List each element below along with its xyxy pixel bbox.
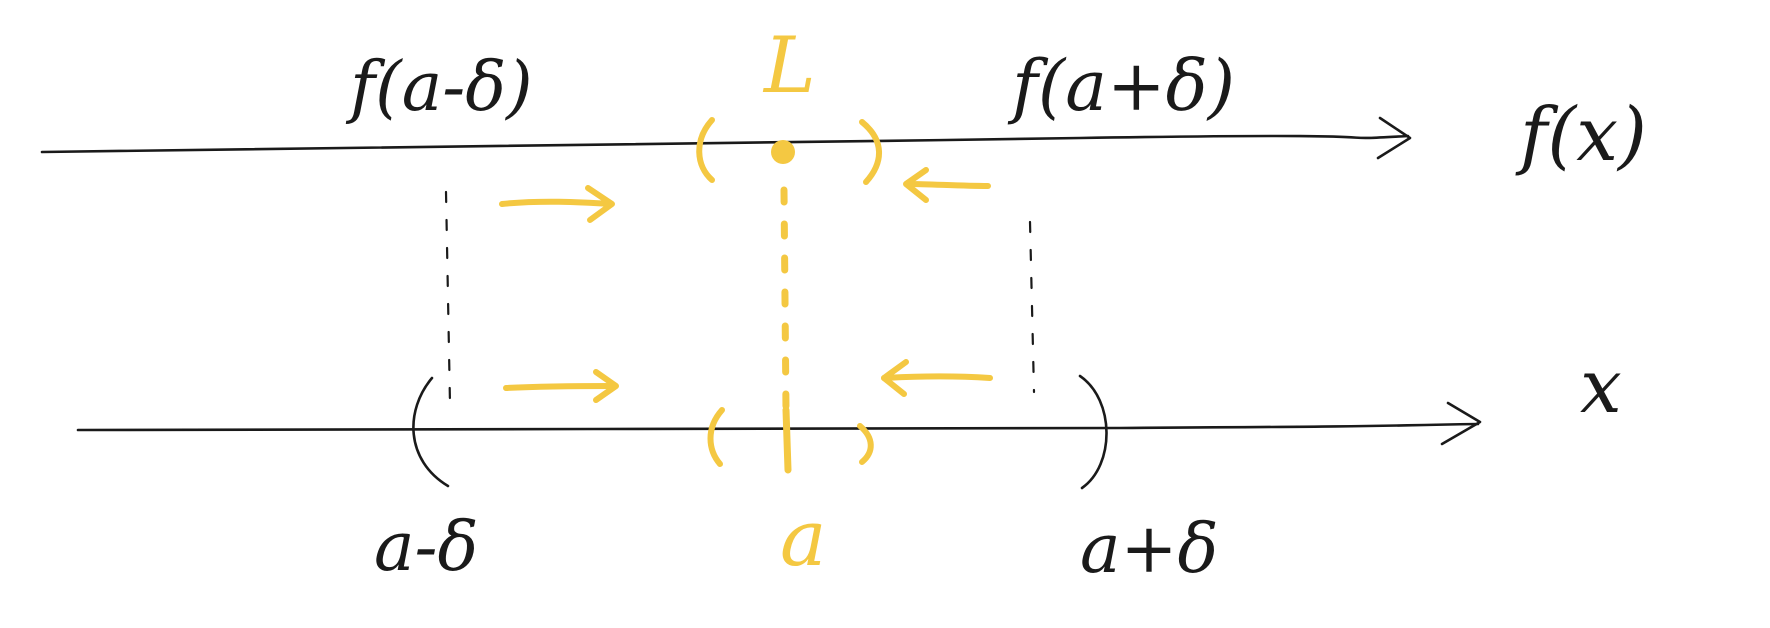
left-open-bracket — [412, 376, 450, 488]
L-label: L — [762, 21, 816, 111]
f-a-minus-delta-label: f(a-δ) — [345, 48, 533, 127]
top-right-arrow — [499, 198, 613, 207]
right-dashed-guide — [1028, 220, 1036, 394]
fx-axis-arrowhead — [1376, 116, 1412, 160]
x-axis-line — [76, 422, 1480, 432]
bottom-right-arrowhead — [593, 369, 619, 403]
bottom-left-arrowhead — [881, 359, 909, 397]
top-left-arrow — [905, 181, 991, 189]
top-left-arrowhead — [903, 167, 929, 203]
x-axis-label: x — [1580, 344, 1622, 430]
L-left-paren — [696, 117, 715, 183]
bottom-right-arrow — [503, 383, 617, 391]
fx-axis-label: f(x) — [1515, 92, 1647, 178]
L-point — [771, 140, 795, 164]
a-tick-mark — [782, 406, 792, 474]
a-right-paren — [857, 423, 874, 465]
fx-axis-line — [40, 134, 1410, 154]
L-right-paren — [859, 119, 882, 185]
top-right-arrowhead — [585, 185, 615, 223]
left-dashed-guide — [444, 190, 452, 406]
a-left-paren — [707, 407, 725, 467]
center-dashed-line — [780, 186, 790, 414]
x-axis-arrowhead — [1440, 401, 1482, 446]
right-close-bracket — [1078, 374, 1108, 490]
f-a-plus-delta-label: f(a+δ) — [1007, 45, 1235, 127]
a-plus-delta-label: a+δ — [1080, 510, 1218, 589]
a-label: a — [780, 494, 827, 584]
bottom-left-arrow — [881, 373, 993, 381]
a-minus-delta-label: a-δ — [374, 508, 478, 587]
